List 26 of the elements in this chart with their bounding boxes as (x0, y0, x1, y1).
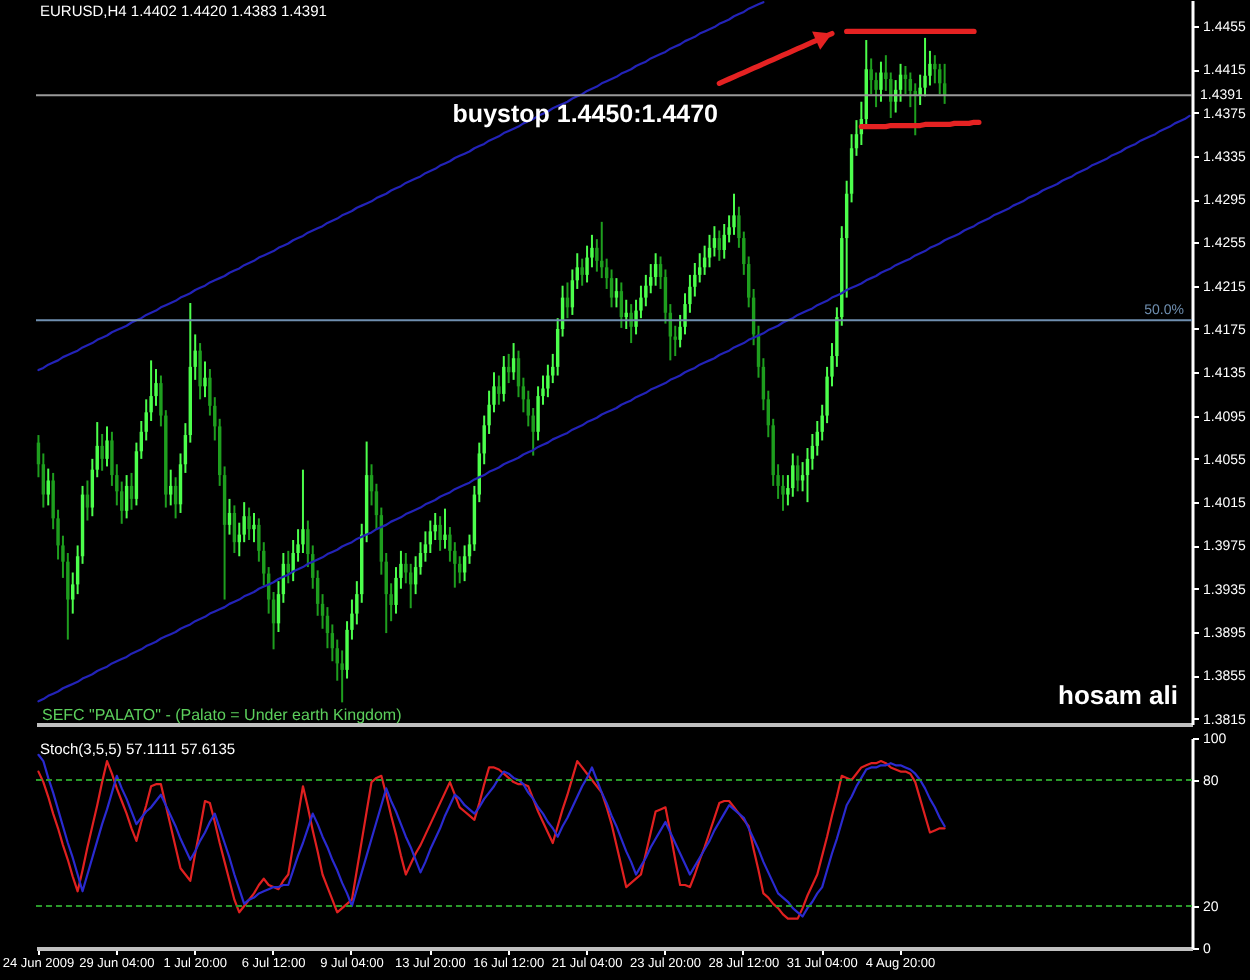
candlestick (879, 60, 883, 103)
candlestick (629, 303, 633, 345)
candlestick (105, 425, 109, 468)
candlestick (923, 36, 927, 98)
candlestick (732, 192, 736, 236)
candlestick (438, 515, 442, 552)
candlestick (497, 374, 501, 406)
candlestick (722, 223, 726, 260)
candlestick (614, 277, 619, 309)
line-series (716, 30, 835, 86)
candlestick (301, 468, 305, 555)
candlestick (198, 342, 202, 401)
candlestick (795, 454, 800, 493)
line-series (37, 1, 765, 372)
candlestick (252, 511, 256, 544)
candlestick (247, 506, 251, 542)
candlestick (203, 360, 207, 399)
candlestick (502, 355, 506, 403)
candlestick (168, 468, 173, 507)
candlestick (100, 432, 104, 472)
candlestick (707, 233, 712, 269)
annotation: SEFC "PALATO" - (Palato = Under earth Kingdom) (42, 706, 403, 724)
annotation: hosam ali (1058, 680, 1178, 710)
candlestick (791, 452, 795, 498)
candlestick (580, 257, 584, 287)
candlestick (443, 507, 447, 550)
